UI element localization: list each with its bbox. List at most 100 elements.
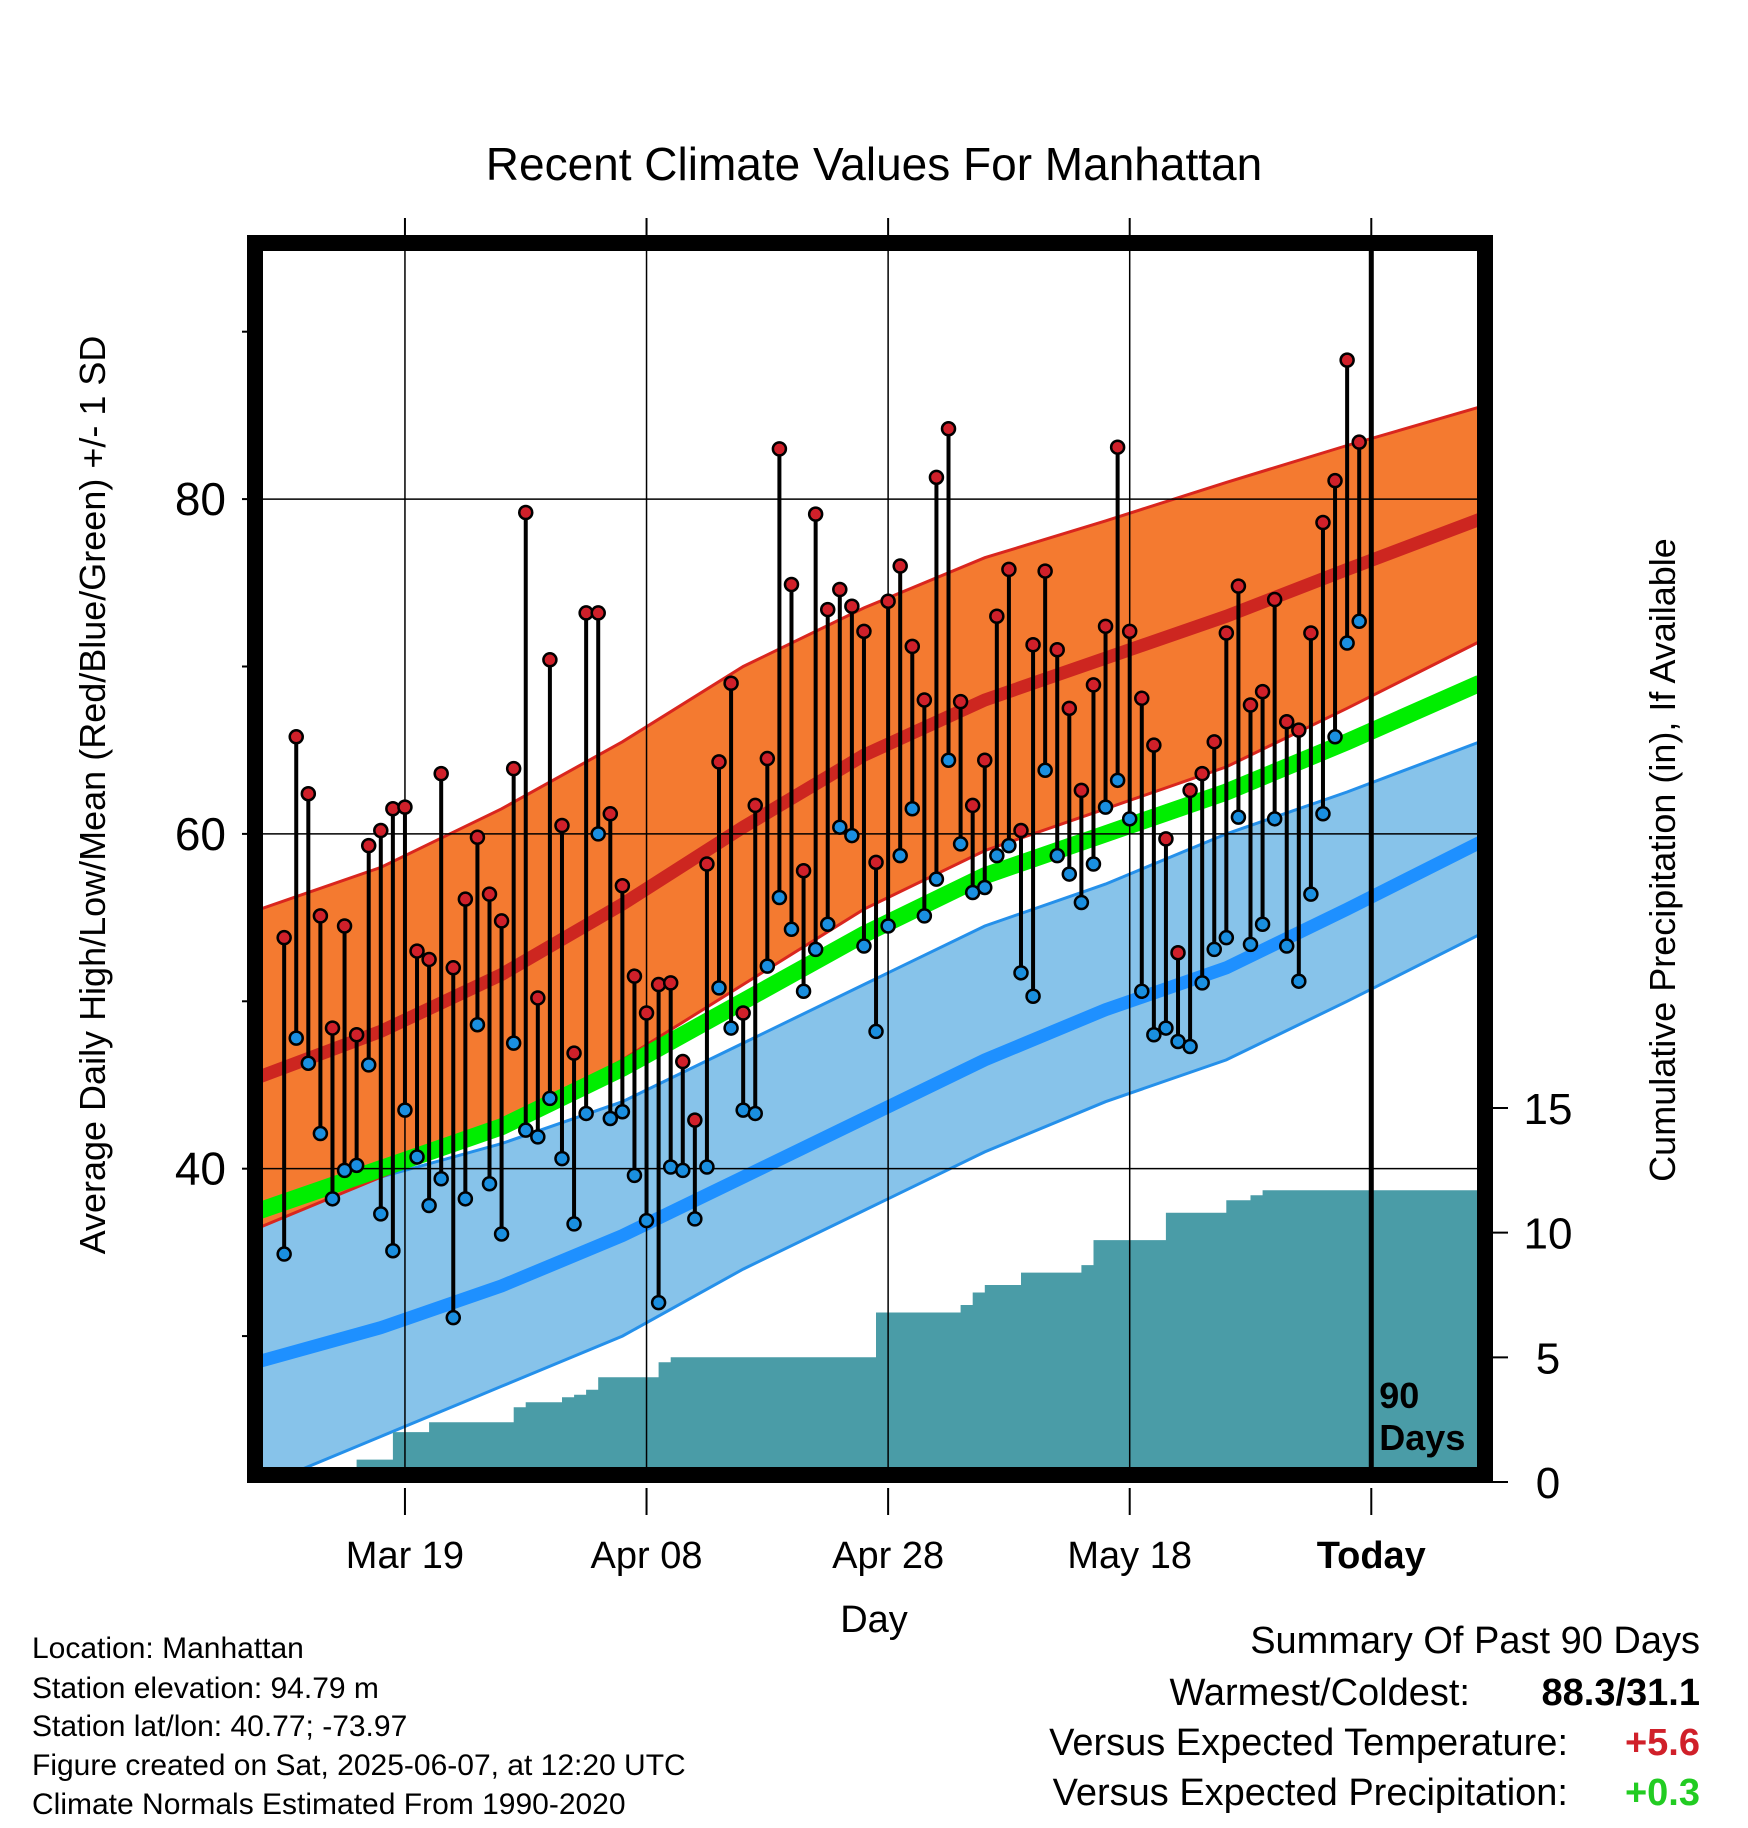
- temp-departure-value: +5.6: [1624, 1722, 1700, 1764]
- daily-low-point: [1001, 837, 1017, 854]
- daily-low-point: [759, 958, 776, 974]
- daily-low-point: [904, 801, 921, 817]
- daily-low-point: [1254, 916, 1271, 933]
- daily-low-point: [445, 1309, 462, 1326]
- daily-high-point: [373, 822, 389, 839]
- daily-low-point: [602, 1110, 619, 1127]
- daily-low-point: [916, 908, 933, 924]
- daily-low-point: [373, 1206, 389, 1222]
- daily-low-point: [650, 1294, 667, 1311]
- precip-departure-value: +0.3: [1624, 1772, 1700, 1814]
- daily-low-point: [1037, 762, 1053, 779]
- daily-low-point: [348, 1157, 365, 1174]
- daily-high-point: [807, 506, 824, 522]
- daily-high-point: [1049, 642, 1065, 658]
- daily-low-point: [614, 1104, 631, 1120]
- y-tick-label: 80: [175, 473, 226, 525]
- y2-tick-label: 15: [1524, 1085, 1573, 1134]
- daily-low-point: [530, 1129, 546, 1145]
- daily-low-point: [989, 847, 1005, 864]
- daily-high-point: [699, 856, 715, 872]
- daily-low-point: [469, 1016, 486, 1033]
- daily-low-point: [699, 1159, 715, 1175]
- daily-low-point: [1025, 988, 1041, 1005]
- daily-low-point: [554, 1150, 570, 1167]
- daily-high-point: [300, 785, 317, 802]
- summary-title: Summary Of Past 90 Days: [1250, 1620, 1700, 1662]
- warmest-coldest-label: Warmest/Coldest:: [1169, 1672, 1470, 1714]
- daily-low-point: [723, 1020, 739, 1036]
- daily-high-point: [1266, 591, 1283, 608]
- daily-high-point: [360, 837, 377, 854]
- daily-low-point: [626, 1167, 643, 1184]
- daily-low-point: [493, 1226, 510, 1242]
- daily-high-point: [723, 675, 739, 691]
- daily-high-point: [904, 638, 921, 655]
- daily-high-point: [832, 581, 848, 598]
- low-band-upper-edge: [260, 740, 1480, 1212]
- daily-high-point: [433, 765, 449, 782]
- daily-high-point: [1013, 822, 1029, 839]
- daily-high-point: [1001, 561, 1017, 578]
- high-band-upper-edge: [260, 405, 1480, 911]
- daily-low-point: [481, 1176, 498, 1192]
- daily-low-point: [505, 1035, 522, 1051]
- daily-low-point: [1351, 613, 1367, 630]
- daily-high-point: [481, 886, 498, 902]
- daily-high-point: [493, 913, 510, 929]
- daily-high-point: [469, 829, 486, 845]
- daily-high-point: [964, 797, 981, 814]
- daily-high-point: [1278, 713, 1295, 730]
- daily-low-point: [324, 1191, 341, 1207]
- daily-high-point: [1085, 677, 1102, 693]
- daily-low-point: [1121, 811, 1138, 827]
- daily-low-point: [1339, 635, 1355, 651]
- daily-high-point: [795, 862, 812, 879]
- daily-low-point: [1013, 965, 1029, 981]
- cumulative-precip-area: [356, 1190, 1480, 1470]
- daily-high-point: [1315, 514, 1331, 531]
- daily-high-point: [735, 1005, 751, 1021]
- daily-low-point: [578, 1105, 594, 1122]
- daily-low-point: [409, 1149, 425, 1165]
- daily-high-point: [421, 951, 437, 968]
- daily-high-point: [1194, 765, 1210, 782]
- daily-low-point: [1158, 1020, 1174, 1036]
- x-tick-label: Today: [1317, 1535, 1426, 1577]
- y-tick-label: 40: [175, 1143, 226, 1195]
- daily-low-point: [457, 1191, 474, 1207]
- daily-low-point: [1061, 866, 1078, 882]
- daily-high-point: [940, 421, 957, 437]
- daily-high-point: [324, 1020, 341, 1036]
- daily-high-point: [1254, 683, 1271, 700]
- daily-high-point: [348, 1027, 365, 1043]
- x-axis-label: Day: [840, 1599, 908, 1641]
- today-marker-label-2: Days: [1379, 1417, 1465, 1458]
- daily-high-point: [276, 929, 292, 946]
- latlon-text: Station lat/lon: 40.77; -73.97: [32, 1710, 408, 1743]
- daily-low-point: [1097, 799, 1114, 815]
- daily-low-point: [747, 1105, 763, 1122]
- y-axis-label: Average Daily High/Low/Mean (Red/Blue/Gr…: [72, 336, 113, 1255]
- normals-text: Climate Normals Estimated From 1990-2020: [32, 1788, 626, 1821]
- warmest-coldest-value: 88.3/31.1: [1541, 1672, 1700, 1714]
- daily-high-point: [602, 806, 619, 822]
- daily-high-point: [445, 960, 462, 976]
- daily-high-point: [457, 891, 474, 907]
- daily-low-point: [952, 836, 969, 852]
- daily-high-point: [989, 608, 1005, 625]
- daily-high-point: [336, 918, 353, 934]
- daily-low-point: [844, 827, 860, 844]
- daily-high-point: [554, 817, 570, 834]
- daily-high-point: [1206, 734, 1223, 750]
- y2-tick-label: 10: [1524, 1210, 1573, 1259]
- daily-high-point: [759, 750, 776, 767]
- daily-high-point: [1037, 563, 1053, 579]
- daily-low-point: [832, 819, 848, 835]
- daily-low-point: [1109, 772, 1126, 789]
- low-normal-band: [260, 741, 1480, 1470]
- daily-low-point: [397, 1102, 413, 1118]
- daily-high-point: [747, 797, 763, 814]
